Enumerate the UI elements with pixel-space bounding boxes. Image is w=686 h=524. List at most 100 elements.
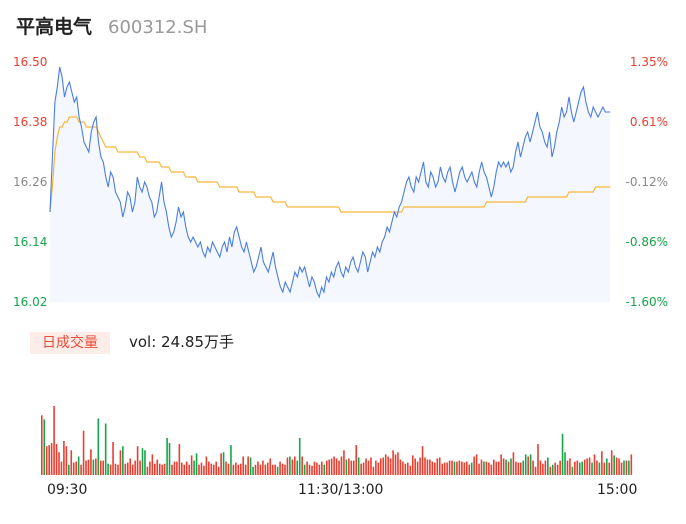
volume-bar — [306, 461, 308, 475]
volume-bar — [325, 460, 328, 475]
volume-bar — [166, 437, 168, 475]
volume-tab[interactable]: 日成交量 — [30, 332, 110, 354]
volume-bar — [276, 466, 279, 475]
volume-bar — [171, 464, 173, 475]
volume-bar — [68, 464, 70, 475]
volume-bar — [581, 461, 584, 475]
price-tick-label: 16.50 — [13, 55, 48, 69]
volume-bar — [485, 461, 488, 475]
volume-bar — [517, 462, 520, 475]
time-tick-label: 11:30/13:00 — [298, 482, 384, 498]
volume-bar — [382, 457, 385, 475]
volume-bar — [85, 460, 87, 475]
volume-bar — [286, 457, 289, 475]
volume-bar — [596, 460, 598, 475]
volume-bar — [168, 443, 171, 475]
volume-bar — [394, 454, 397, 475]
volume-bar — [429, 459, 431, 475]
volume-bar — [343, 450, 345, 475]
volume-bar — [603, 462, 606, 475]
volume-bar — [65, 446, 68, 475]
volume-bar — [244, 464, 247, 475]
volume-bar — [630, 454, 633, 475]
volume-bar — [63, 441, 65, 475]
volume-bar — [497, 461, 500, 475]
volume-bar — [151, 454, 154, 475]
volume-bar — [556, 464, 559, 475]
volume-bar — [266, 462, 269, 475]
volume-bar — [190, 455, 193, 475]
volume-bar — [264, 464, 267, 475]
volume-bar — [124, 463, 127, 475]
volume-bar — [463, 462, 466, 475]
volume-bar — [500, 454, 502, 475]
volume-bar — [623, 460, 625, 475]
volume-bar — [188, 464, 190, 475]
volume-bar — [269, 458, 272, 475]
volume-bar — [139, 460, 141, 475]
volume-bar — [247, 456, 249, 475]
volume-bar — [392, 450, 394, 475]
volume-bar — [360, 463, 362, 475]
volume-bar — [478, 463, 480, 475]
time-tick-label: 15:00 — [597, 482, 638, 498]
pct-tick-label: 1.35% — [629, 55, 668, 69]
volume-bar — [323, 464, 326, 475]
volume-bar — [41, 415, 43, 475]
volume-bar — [119, 450, 122, 475]
volume-bar — [99, 460, 102, 475]
average-price-line — [49, 116, 611, 213]
volume-bar — [75, 461, 77, 475]
volume-bar — [333, 456, 335, 475]
volume-bar — [583, 459, 586, 475]
volume-bar — [348, 458, 350, 475]
volume-bar — [453, 461, 456, 475]
volume-bar — [298, 437, 301, 475]
volume-bar — [92, 459, 95, 475]
volume-bar — [296, 460, 299, 475]
price-tick-label: 16.14 — [13, 235, 48, 249]
volume-bar — [397, 452, 399, 475]
volume-bar — [574, 461, 576, 475]
volume-bar — [161, 464, 163, 475]
volume-bar — [542, 463, 544, 475]
volume-bar — [80, 464, 82, 475]
volume-bar — [441, 463, 443, 475]
volume-bar — [610, 450, 613, 475]
volume-bar — [414, 458, 416, 475]
volume-bar — [615, 457, 618, 475]
volume-bar — [156, 459, 159, 475]
volume-bar — [95, 458, 97, 475]
volume-bar — [375, 460, 377, 475]
volume-bar — [208, 461, 210, 475]
volume-bar — [87, 459, 90, 475]
volume-bar — [45, 446, 48, 475]
volume-bar — [424, 457, 426, 475]
volume-bar — [532, 460, 534, 475]
volume-bar — [230, 445, 232, 475]
volume-bar — [588, 457, 591, 475]
volume-bar — [316, 462, 318, 475]
volume-bar — [215, 461, 218, 475]
volume-bar — [480, 459, 483, 475]
volume-bar — [107, 463, 109, 475]
volume-bar — [475, 454, 478, 475]
volume-bar — [505, 459, 507, 475]
pct-tick-label: -0.86% — [625, 235, 668, 249]
volume-bar — [628, 460, 630, 475]
price-line — [49, 66, 611, 299]
volume-bar — [294, 456, 296, 475]
volume-bar — [72, 462, 75, 475]
volume-bar — [352, 460, 355, 475]
volume-bar — [350, 460, 353, 475]
volume-bar — [249, 457, 252, 475]
volume-bar — [158, 463, 161, 475]
volume-bar — [387, 456, 389, 475]
volume-bar — [402, 461, 404, 475]
pct-tick-label: -0.12% — [625, 175, 668, 189]
volume-bar — [468, 464, 471, 475]
volume-bar — [109, 464, 112, 475]
volume-bar — [274, 464, 276, 475]
volume-bar — [126, 462, 129, 475]
